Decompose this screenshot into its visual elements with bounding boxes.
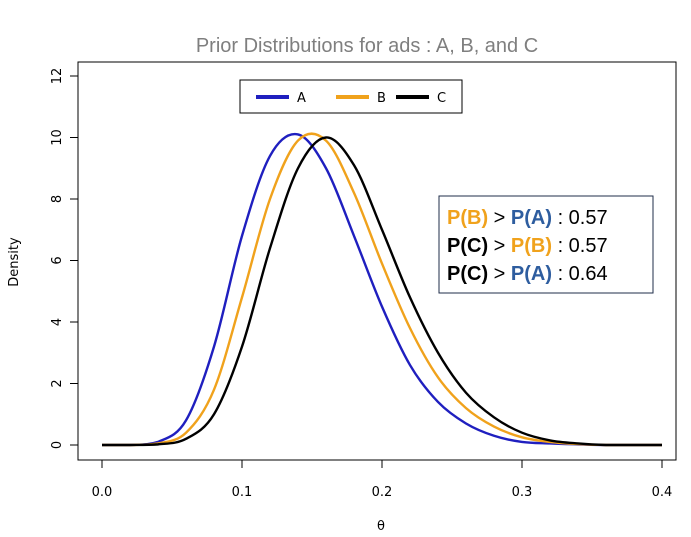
annotation-segment: P(A) [511,207,552,229]
y-tick-label: 4 [50,318,65,326]
legend-label-c: C [437,91,446,106]
annotation-line: P(C) > P(B) : 0.57 [447,235,608,257]
annotation-box [438,195,654,294]
series-line-c [102,136,662,447]
y-tick-label: 12 [50,68,65,85]
annotation-line: P(C) > P(A) : 0.64 [447,263,608,285]
x-tick-label: 0.3 [512,485,533,500]
x-axis-label: θ [377,519,385,534]
y-tick-label: 10 [50,129,65,146]
annotation-segment: > [488,263,511,285]
annotation-line: P(B) > P(A) : 0.57 [447,207,608,229]
annotation-segment: P(C) [447,263,488,285]
probability-annotation: P(B) > P(A) : 0.57P(C) > P(B) : 0.57P(C)… [438,195,654,294]
annotation-segment: : 0.57 [552,207,608,229]
annotation-segment: P(B) [447,207,488,229]
legend-label-b: B [377,91,386,106]
legend-label-a: A [297,91,306,106]
x-tick-label: 0.2 [372,485,393,500]
x-axis: 0.0 0.1 0.2 0.3 0.4 [92,459,673,500]
annotation-segment: > [488,235,511,257]
annotation-segment: P(B) [511,235,552,257]
y-axis: 0 2 4 6 8 10 12 [50,68,79,449]
annotation-segment: : 0.57 [552,235,608,257]
annotation-segment: > [488,207,511,229]
annotation-segment: : 0.64 [552,263,608,285]
y-tick-label: 2 [50,379,65,387]
series-layer [102,132,662,447]
y-tick-label: 6 [50,256,65,264]
y-tick-label: 8 [50,195,65,203]
x-tick-label: 0.0 [92,485,113,500]
annotation-segment: P(A) [511,263,552,285]
x-tick-label: 0.1 [232,485,253,500]
chart-title: Prior Distributions for ads : A, B, and … [196,35,538,57]
y-axis-label: Density [7,237,22,287]
y-tick-label: 0 [50,441,65,449]
annotation-segment: P(C) [447,235,488,257]
x-tick-label: 0.4 [652,485,673,500]
legend: A B C [239,79,463,114]
